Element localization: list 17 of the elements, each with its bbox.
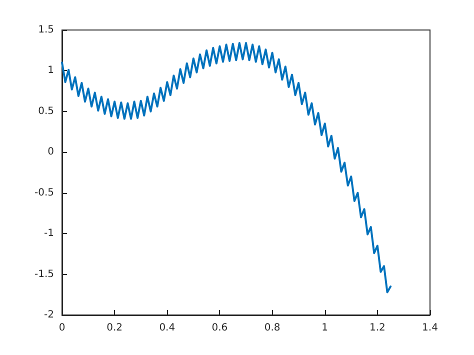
- x-tick-label: 0.6: [212, 322, 228, 334]
- y-tick-label: 1.5: [38, 24, 54, 36]
- line-series: [61, 42, 392, 294]
- y-tick-label: 0.5: [38, 106, 54, 117]
- x-tick-label: 0.4: [159, 322, 176, 334]
- x-tick-label: 0.2: [106, 322, 123, 334]
- y-tick-label: -2: [44, 310, 54, 320]
- x-tick-label: 0.8: [264, 322, 280, 334]
- x-tick-label: 1.2: [369, 322, 386, 334]
- x-tick-label: 0: [58, 322, 66, 334]
- x-tick-label: 1.4: [422, 322, 438, 334]
- y-tick-label: -0.5: [34, 187, 54, 198]
- y-tick-label: 1: [48, 65, 54, 76]
- y-tick-label: 0: [48, 146, 54, 158]
- y-tick-label: -1: [44, 228, 54, 240]
- x-tick-label: 1: [322, 322, 328, 334]
- y-tick-label: -1.5: [34, 268, 54, 280]
